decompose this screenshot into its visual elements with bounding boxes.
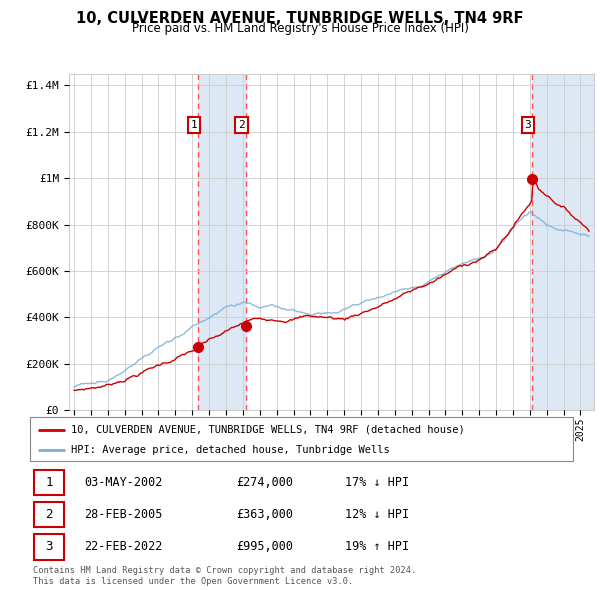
Text: 1: 1 [46, 476, 53, 489]
Text: 03-MAY-2002: 03-MAY-2002 [85, 476, 163, 489]
Text: 1: 1 [191, 120, 197, 130]
Text: £274,000: £274,000 [236, 476, 293, 489]
Text: Contains HM Land Registry data © Crown copyright and database right 2024.: Contains HM Land Registry data © Crown c… [33, 566, 416, 575]
Text: 2: 2 [238, 120, 245, 130]
Bar [532, 74, 594, 410]
FancyBboxPatch shape [34, 502, 64, 527]
Text: 12% ↓ HPI: 12% ↓ HPI [345, 508, 409, 522]
FancyBboxPatch shape [34, 470, 64, 496]
Text: 10, CULVERDEN AVENUE, TUNBRIDGE WELLS, TN4 9RF (detached house): 10, CULVERDEN AVENUE, TUNBRIDGE WELLS, T… [71, 425, 464, 434]
Text: £995,000: £995,000 [236, 540, 293, 553]
Text: 28-FEB-2005: 28-FEB-2005 [85, 508, 163, 522]
Text: HPI: Average price, detached house, Tunbridge Wells: HPI: Average price, detached house, Tunb… [71, 445, 389, 455]
Text: This data is licensed under the Open Government Licence v3.0.: This data is licensed under the Open Gov… [33, 577, 353, 586]
FancyBboxPatch shape [34, 535, 64, 559]
Text: 19% ↑ HPI: 19% ↑ HPI [345, 540, 409, 553]
FancyBboxPatch shape [30, 417, 573, 461]
Text: 2: 2 [46, 508, 53, 522]
Text: 17% ↓ HPI: 17% ↓ HPI [345, 476, 409, 489]
Text: £363,000: £363,000 [236, 508, 293, 522]
Bar [198, 74, 245, 410]
Text: 10, CULVERDEN AVENUE, TUNBRIDGE WELLS, TN4 9RF: 10, CULVERDEN AVENUE, TUNBRIDGE WELLS, T… [76, 11, 524, 25]
Text: 3: 3 [46, 540, 53, 553]
Text: 3: 3 [524, 120, 532, 130]
Text: Price paid vs. HM Land Registry's House Price Index (HPI): Price paid vs. HM Land Registry's House … [131, 22, 469, 35]
Text: 22-FEB-2022: 22-FEB-2022 [85, 540, 163, 553]
